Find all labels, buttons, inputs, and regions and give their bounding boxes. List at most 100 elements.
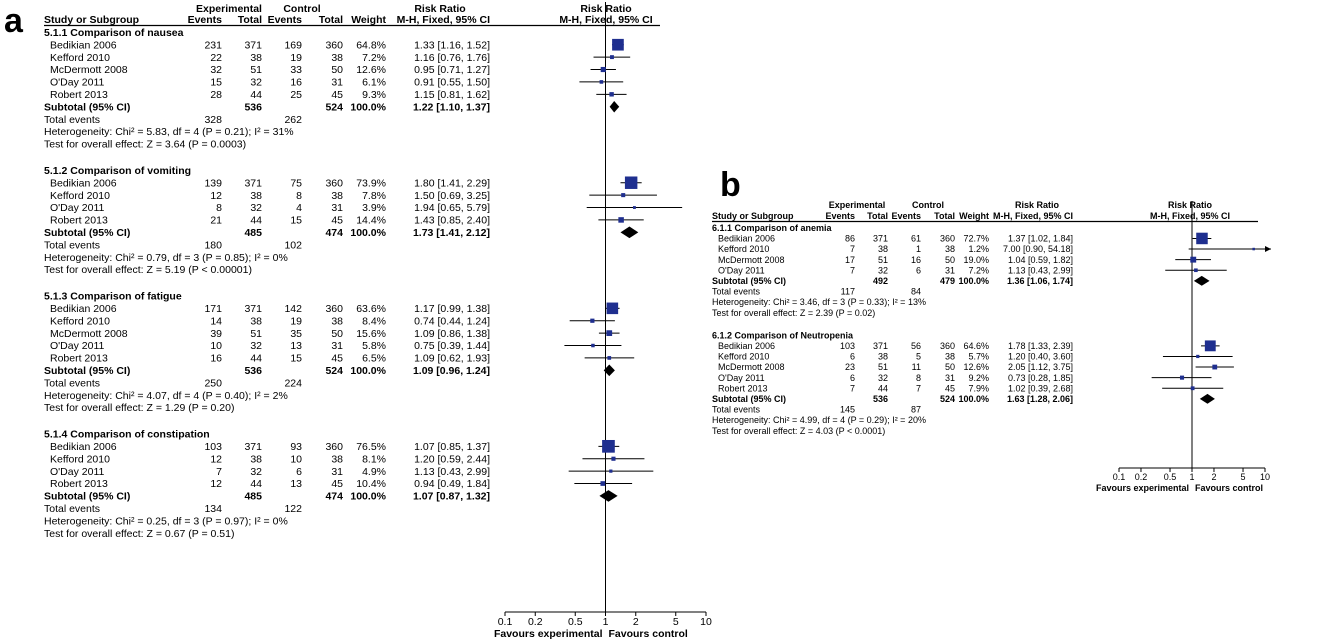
header-rr-method: M-H, Fixed, 95% CI [993,211,1073,221]
ctl-total-value: 31 [331,202,343,214]
risk-ratio-ci: 1.78 [1.33, 2.39] [1008,341,1073,351]
study-effect-marker [609,469,613,473]
subgroup-title: 5.1.4 Comparison of constipation [44,429,210,441]
total-events-label: Total events [44,239,100,251]
exp-total-value: 371 [244,441,262,453]
exp-total-value: 38 [250,190,262,202]
exp-events-value: 231 [204,39,222,51]
subtotal-ctl-total: 474 [325,227,343,239]
risk-ratio-ci: 0.95 [0.71, 1.27] [414,64,490,76]
exp-total-value: 32 [250,466,262,478]
ctl-events-value: 15 [290,353,302,365]
x-tick-label: 0.2 [528,616,543,628]
exp-total-value: 371 [244,177,262,189]
ctl-events-value: 1 [916,244,921,254]
risk-ratio-ci: 1.20 [0.59, 2.44] [414,453,490,465]
study-effect-marker [610,55,614,60]
study-name: McDermott 2008 [718,362,785,372]
study-effect-marker [1204,340,1216,352]
risk-ratio-ci: 1.02 [0.39, 2.68] [1008,383,1073,393]
ctl-events-value: 13 [290,340,302,352]
study-effect-marker [1190,386,1195,391]
header-study: Study or Subgroup [44,14,139,26]
ctl-events-value: 11 [912,362,921,372]
weight-value: 7.2% [968,265,989,275]
ctl-total-value: 45 [331,89,343,101]
weight-value: 7.2% [362,52,386,64]
ctl-total-value: 50 [945,362,955,372]
exp-total-value: 44 [250,215,262,227]
study-effect-marker [600,66,606,73]
weight-value: 5.7% [968,352,989,362]
pooled-diamond [609,100,620,113]
exp-events-value: 10 [210,340,222,352]
total-events-exp: 180 [204,239,222,251]
ctl-events-value: 93 [290,441,302,453]
risk-ratio-ci: 1.07 [0.85, 1.37] [414,441,490,453]
ctl-events-value: 33 [290,64,302,76]
header-ctl-total: Total [934,211,955,221]
exp-total-value: 44 [250,353,262,365]
overall-effect-text: Test for overall effect: Z = 3.64 (P = 0… [44,139,246,151]
weight-value: 72.7% [963,234,989,244]
subtotal-weight: 100.0% [350,491,386,503]
subtotal-label: Subtotal (95% CI) [44,227,130,239]
total-events-ctl: 122 [284,503,302,515]
study-effect-marker [590,318,595,323]
ctl-events-value: 56 [911,341,921,351]
risk-ratio-ci: 0.75 [0.39, 1.44] [414,340,490,352]
study-name: Kefford 2010 [50,315,110,327]
weight-value: 8.1% [362,453,386,465]
study-name: Bedikian 2006 [50,177,117,189]
pooled-diamond [599,490,618,502]
heterogeneity-text: Heterogeneity: Chi² = 3.46, df = 3 (P = … [712,297,926,307]
header-ctl-events: Events [891,211,921,221]
pooled-diamond [620,226,639,239]
risk-ratio-ci: 1.20 [0.40, 3.60] [1008,352,1073,362]
weight-value: 10.4% [356,478,386,490]
exp-total-value: 38 [250,52,262,64]
weight-value: 9.3% [362,89,386,101]
subgroup-title: 6.1.1 Comparison of anemia [712,223,833,233]
exp-events-value: 139 [204,177,222,189]
ctl-events-value: 16 [290,77,302,89]
panel-letter-b: b [720,166,741,204]
heterogeneity-text: Heterogeneity: Chi² = 5.83, df = 4 (P = … [44,126,294,138]
exp-total-value: 51 [878,362,888,372]
subtotal-weight: 100.0% [958,276,989,286]
study-name: Bedikian 2006 [50,39,117,51]
study-effect-marker [618,217,624,223]
total-events-exp: 134 [204,503,222,515]
exp-events-value: 39 [210,328,222,340]
ctl-total-value: 38 [331,52,343,64]
weight-value: 6.5% [362,353,386,365]
study-name: McDermott 2008 [718,255,785,265]
weight-value: 12.6% [356,64,386,76]
exp-total-value: 371 [873,234,888,244]
risk-ratio-ci: 1.09 [0.62, 1.93] [414,353,490,365]
weight-value: 7.9% [968,383,989,393]
ctl-total-value: 360 [940,234,955,244]
ctl-events-value: 8 [296,190,302,202]
exp-events-value: 21 [210,215,222,227]
risk-ratio-ci: 1.16 [0.76, 1.76] [414,52,490,64]
ctl-events-value: 6 [296,466,302,478]
study-name: O'Day 2011 [50,77,105,89]
risk-ratio-ci: 0.74 [0.44, 1.24] [414,315,490,327]
risk-ratio-ci: 1.94 [0.65, 5.79] [414,202,490,214]
exp-events-value: 86 [845,234,855,244]
subtotal-weight: 100.0% [350,101,386,113]
exp-total-value: 32 [250,202,262,214]
total-events-label: Total events [712,405,761,415]
ctl-total-value: 31 [331,466,343,478]
risk-ratio-ci: 1.50 [0.69, 3.25] [414,190,490,202]
subtotal-ci: 1.09 [0.96, 1.24] [413,365,490,377]
heterogeneity-text: Heterogeneity: Chi² = 0.79, df = 3 (P = … [44,252,288,264]
exp-total-value: 51 [250,328,262,340]
weight-value: 15.6% [356,328,386,340]
study-effect-marker [599,80,604,84]
weight-value: 76.5% [356,441,386,453]
header-exp-total: Total [867,211,888,221]
header-risk-ratio: Risk Ratio [414,3,465,15]
ctl-events-value: 19 [290,52,302,64]
